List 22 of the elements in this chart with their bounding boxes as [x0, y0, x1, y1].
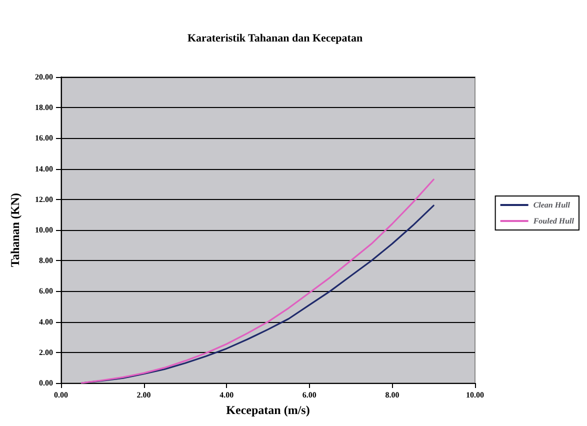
x-axis-title: Kecepatan (m/s): [226, 402, 310, 417]
x-tick-label: 2.00: [136, 390, 151, 400]
legend-label: Fouled Hull: [532, 216, 575, 226]
y-tick-label: 8.00: [39, 256, 53, 266]
y-tick-label: 2.00: [39, 348, 53, 357]
y-tick-label: 6.00: [39, 286, 53, 296]
y-axis-title: Tahanan (KN): [8, 193, 22, 267]
x-tick-label: 0.00: [54, 390, 68, 400]
y-tick-label: 0.00: [39, 378, 53, 388]
y-tick-label: 14.00: [35, 164, 53, 174]
x-tick-label: 10.00: [466, 390, 484, 400]
y-tick-label: 16.00: [35, 134, 53, 143]
x-tick-label: 6.00: [302, 390, 316, 400]
y-tick-label: 4.00: [39, 317, 53, 326]
y-tick-label: 18.00: [35, 103, 53, 112]
x-tick-label: 8.00: [385, 390, 400, 400]
chart-title: Karateristik Tahanan dan Kecepatan: [187, 32, 363, 44]
y-tick-label: 12.00: [35, 194, 53, 204]
legend-label: Clean Hull: [533, 200, 571, 210]
y-tick-label: 20.00: [35, 72, 53, 82]
y-tick-label: 10.00: [35, 226, 53, 234]
x-tick-label: 4.00: [220, 390, 234, 400]
